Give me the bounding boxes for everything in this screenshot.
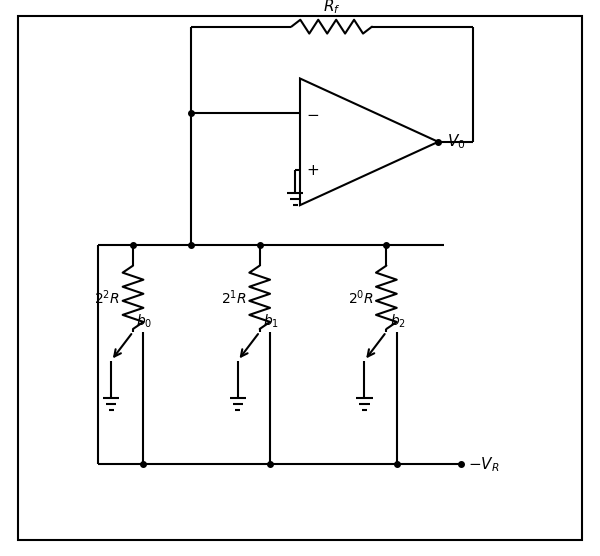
Text: $-V_R$: $-V_R$ [468, 455, 500, 474]
Text: $2^2R$: $2^2R$ [94, 288, 121, 306]
Text: $2^1R$: $2^1R$ [221, 288, 247, 306]
Text: $b_2$: $b_2$ [390, 312, 406, 330]
Text: $R_f$: $R_f$ [323, 0, 341, 16]
Text: $V_0$: $V_0$ [447, 132, 466, 151]
Text: $b_1$: $b_1$ [263, 312, 279, 330]
Text: $-$: $-$ [306, 106, 319, 121]
Text: $+$: $+$ [306, 163, 319, 178]
Text: $b_0$: $b_0$ [136, 312, 153, 330]
Text: $2^0R$: $2^0R$ [348, 288, 374, 306]
